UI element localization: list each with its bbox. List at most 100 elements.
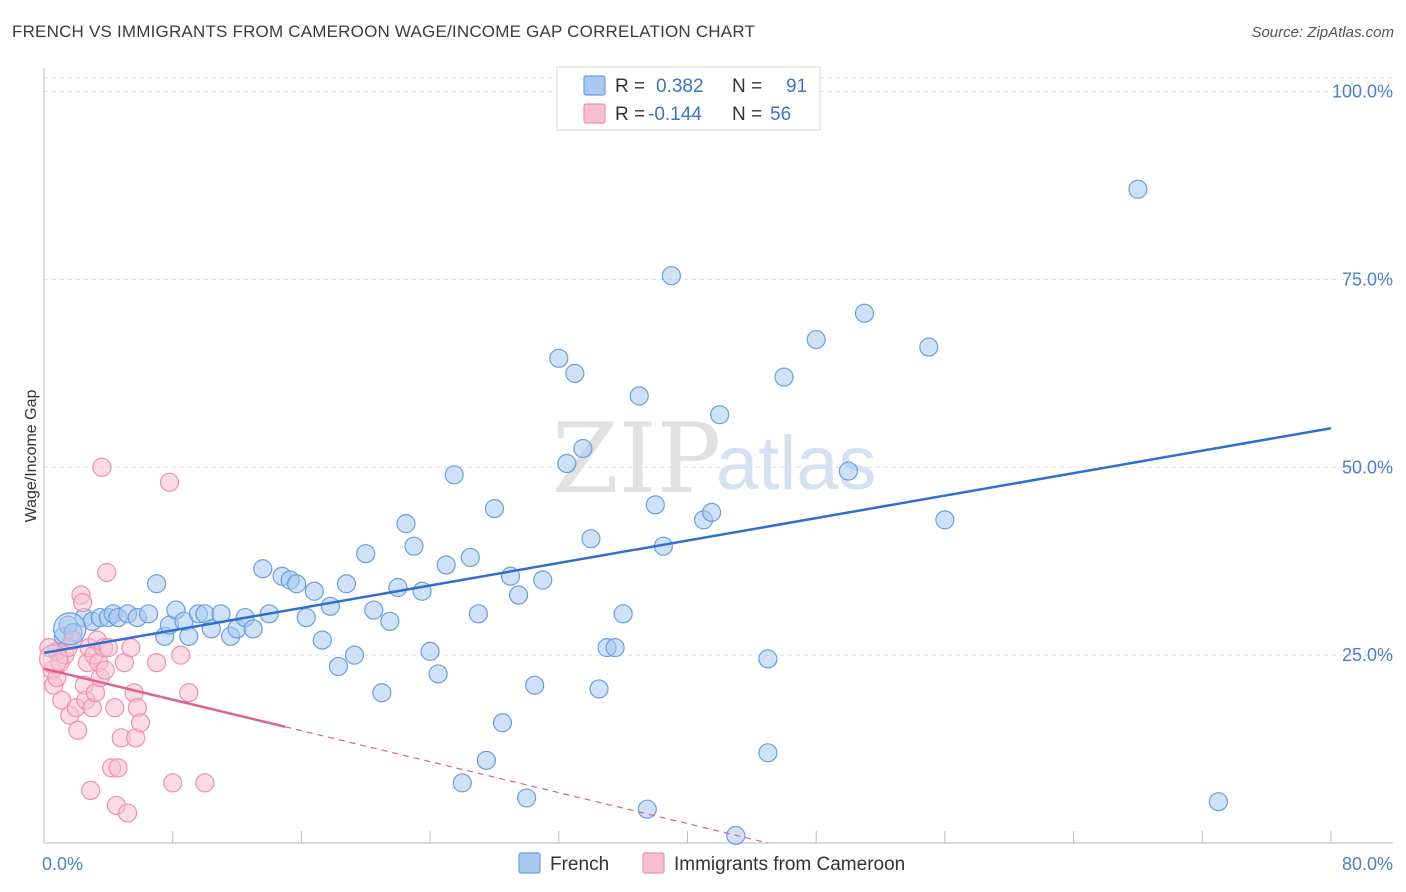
data-point [428, 664, 448, 684]
data-point [118, 803, 138, 823]
data-point [460, 547, 480, 568]
data-point [195, 773, 215, 793]
data-point [1128, 179, 1148, 199]
legend-top: R = 0.382 N = 91 R = -0.144 N = 56 [556, 66, 821, 131]
data-point [758, 743, 778, 763]
data-point [1208, 792, 1228, 812]
trend-line-cameroon [43, 667, 286, 728]
data-point [95, 660, 115, 680]
data-point [854, 303, 875, 323]
data-point [613, 604, 633, 624]
bottom-legend-swatch-french [518, 852, 541, 874]
legend-swatch-cameroon [583, 103, 606, 124]
data-point [468, 604, 488, 624]
legend-r-value-french: 0.382 [656, 76, 704, 97]
data-point [380, 611, 400, 631]
legend-n-value-french: 91 [786, 76, 807, 97]
data-point [557, 453, 577, 474]
data-point [92, 457, 112, 477]
y-tick-label: 25.0% [1342, 645, 1393, 665]
data-point [105, 698, 125, 718]
bottom-legend-swatch-cameroon [642, 852, 665, 874]
data-point [838, 461, 858, 481]
bottom-legend-label-cameroon: Immigrants from Cameroon [674, 854, 905, 875]
data-point [138, 604, 159, 624]
y-tick-label: 75.0% [1342, 269, 1393, 289]
data-point [436, 555, 456, 575]
data-point [171, 645, 191, 665]
data-point [163, 773, 183, 793]
data-point [372, 683, 392, 703]
data-point [533, 570, 553, 590]
data-point [476, 750, 497, 770]
data-point [312, 630, 332, 650]
data-point [81, 780, 101, 801]
data-point [702, 502, 722, 522]
data-point [444, 465, 464, 485]
x-tick-label-min: 0.0% [42, 854, 83, 874]
data-point [549, 348, 569, 368]
data-point [108, 758, 128, 778]
data-point [605, 638, 625, 658]
data-point [253, 559, 273, 579]
data-point [344, 645, 365, 665]
y-tick-label: 100.0% [1332, 82, 1393, 102]
data-point [73, 592, 93, 613]
trend-lines [43, 426, 1332, 844]
grid-lines [44, 77, 1393, 656]
data-point [243, 619, 263, 639]
data-point [806, 329, 826, 350]
data-point [581, 529, 601, 549]
data-point [159, 472, 180, 492]
legend-r-label-french: R = [615, 76, 645, 97]
x-tick-labels: 0.0% 80.0% [42, 854, 1393, 874]
data-point [286, 574, 307, 594]
legend-r-label-cameroon: R = [615, 104, 645, 125]
data-point [396, 514, 416, 534]
y-axis-label: Wage/Income Gap [23, 390, 40, 523]
data-point [919, 337, 939, 357]
trend-line-french [43, 426, 1332, 655]
data-point [525, 675, 545, 695]
data-point [179, 626, 199, 646]
data-point [304, 581, 324, 601]
data-point [452, 773, 472, 793]
legend-n-label-cameroon: N = [732, 104, 762, 125]
data-point [508, 585, 529, 605]
watermark-zip: ZIP [552, 403, 721, 515]
data-point [388, 577, 408, 598]
data-point [565, 363, 585, 383]
data-point [517, 788, 537, 808]
data-point [320, 596, 340, 616]
data-point [629, 386, 649, 406]
y-tick-labels: 25.0% 50.0% 75.0% 100.0% [1332, 82, 1393, 666]
data-point [484, 499, 505, 519]
legend-n-value-cameroon: 56 [770, 104, 791, 125]
data-point [364, 600, 384, 620]
data-point [68, 720, 88, 740]
legend-swatch-french [583, 75, 606, 96]
data-point [420, 641, 440, 661]
data-point [935, 510, 955, 530]
data-point [645, 495, 665, 515]
data-point [147, 574, 167, 594]
y-tick-label: 50.0% [1342, 457, 1393, 477]
data-point-cluster [53, 612, 87, 646]
data-point [758, 649, 778, 669]
data-point [328, 656, 349, 677]
bottom-legend-label-french: French [550, 854, 609, 875]
data-point [356, 544, 376, 564]
legend-bottom: French Immigrants from Cameroon [518, 852, 905, 875]
data-point [492, 713, 513, 733]
trend-line-cameroon-extrapolated [285, 726, 769, 844]
data-point [121, 638, 141, 658]
data-point [97, 562, 117, 583]
data-point [147, 653, 167, 673]
legend-n-label-french: N = [732, 76, 762, 97]
data-point [296, 607, 316, 628]
data-point [774, 367, 794, 387]
data-point [130, 713, 151, 733]
legend-r-value-cameroon: -0.144 [648, 104, 702, 125]
data-point [589, 679, 609, 699]
